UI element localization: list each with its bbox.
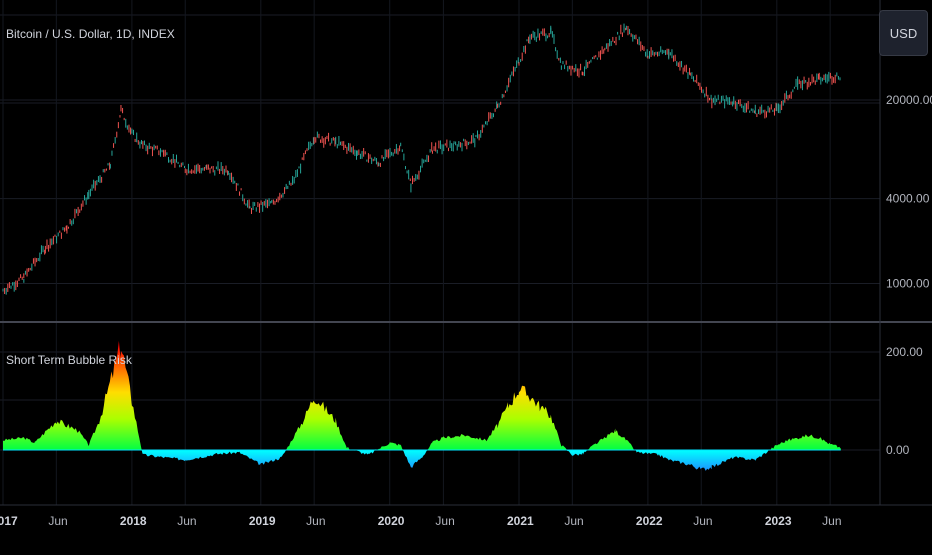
price-tick-label: 1000.00 — [886, 277, 930, 291]
time-tick-label: Jun — [693, 514, 712, 528]
currency-button[interactable]: USD — [879, 10, 928, 56]
time-tick-label: Jun — [306, 514, 325, 528]
price-axis[interactable]: 20000.00 4000.00 1000.00 — [886, 93, 932, 291]
time-tick-label: Jun — [177, 514, 196, 528]
time-tick-label: 2022 — [636, 514, 663, 528]
time-tick-label: 2018 — [120, 514, 147, 528]
time-tick-label: 2023 — [765, 514, 792, 528]
time-tick-label: 2021 — [507, 514, 534, 528]
time-tick-label: 2017 — [0, 514, 18, 528]
time-tick-label: Jun — [435, 514, 454, 528]
time-tick-label: Jun — [48, 514, 67, 528]
time-tick-label: 2020 — [378, 514, 405, 528]
indicator-title: Short Term Bubble Risk — [6, 353, 133, 367]
time-tick-label: 2019 — [249, 514, 276, 528]
indicator-axis[interactable]: 200.00 0.00 — [886, 345, 923, 457]
price-series — [2, 23, 841, 295]
bubble-risk-area — [3, 340, 841, 471]
chart-title: Bitcoin / U.S. Dollar, 1D, INDEX — [6, 27, 175, 41]
time-tick-label: Jun — [822, 514, 841, 528]
indicator-tick-label: 0.00 — [886, 443, 910, 457]
indicator-tick-label: 200.00 — [886, 345, 923, 359]
price-tick-label: 4000.00 — [886, 192, 930, 206]
time-tick-label: Jun — [564, 514, 583, 528]
bubble-risk-series — [3, 340, 841, 471]
time-axis[interactable]: 2017 Jun 2018 Jun 2019 Jun 2020 Jun 2021 Jun 2022 J… — [0, 514, 842, 528]
price-tick-label: 20000.00 — [886, 93, 932, 107]
